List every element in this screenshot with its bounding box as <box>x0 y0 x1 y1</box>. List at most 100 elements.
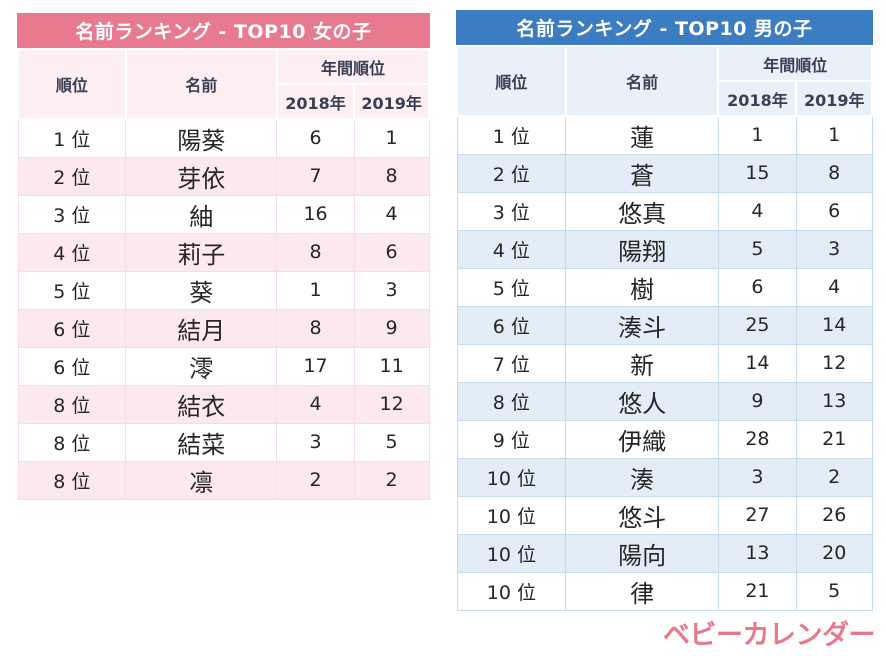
boys-ranking-card: 名前ランキング - TOP10 男の子 順位 名前 年間順位 2018年 201… <box>456 10 873 611</box>
year-2018-cell: 3 <box>276 422 355 462</box>
table-row: 8 位悠人 9 13 <box>456 381 873 421</box>
table-row: 3 位悠真 4 6 <box>456 191 873 231</box>
column-header-annual-rank: 年間順位 <box>717 45 873 82</box>
table-row: 6 位結月 8 9 <box>17 308 430 348</box>
column-header-annual-rank: 年間順位 <box>275 48 431 85</box>
name-cell: 悠人 <box>565 381 719 421</box>
table-row: 2 位蒼 15 8 <box>456 153 873 193</box>
rank-cell: 8 位 <box>17 384 127 424</box>
year-2019-cell: 6 <box>795 191 873 231</box>
rank-cell: 2 位 <box>17 156 127 196</box>
name-cell: 蓮 <box>565 115 719 155</box>
name-cell: 樹 <box>565 267 719 307</box>
year-2019-cell: 12 <box>795 343 873 383</box>
year-2018-cell: 2 <box>276 460 355 500</box>
name-cell: 陽翔 <box>565 229 719 269</box>
year-2019-cell: 6 <box>353 232 430 272</box>
table-row: 10 位悠斗 27 26 <box>456 495 873 535</box>
name-cell: 紬 <box>125 194 278 234</box>
rank-cell: 2 位 <box>456 153 567 193</box>
year-2019-cell: 4 <box>353 194 430 234</box>
year-2018-cell: 6 <box>276 118 355 158</box>
year-2019-cell: 21 <box>795 419 873 459</box>
table-row: 3 位紬 16 4 <box>17 194 430 234</box>
year-2019-cell: 5 <box>795 571 873 611</box>
year-2019-cell: 1 <box>353 118 430 158</box>
year-2018-cell: 25 <box>717 305 797 345</box>
name-cell: 湊 <box>565 457 719 497</box>
year-2018-cell: 8 <box>276 232 355 272</box>
name-cell: 陽向 <box>565 533 719 573</box>
year-2018-cell: 13 <box>717 533 797 573</box>
name-cell: 芽依 <box>125 156 278 196</box>
girls-ranking-card: 名前ランキング - TOP10 女の子 順位 名前 年間順位 2018年 201… <box>17 13 431 500</box>
table-row: 4 位陽翔 5 3 <box>456 229 873 269</box>
rank-cell: 1 位 <box>17 118 127 158</box>
column-header-2019: 2019年 <box>795 80 873 117</box>
year-2019-cell: 11 <box>353 346 430 386</box>
table-row: 8 位結菜 3 5 <box>17 422 430 462</box>
table-row: 10 位律 21 5 <box>456 571 873 611</box>
name-cell: 莉子 <box>125 232 278 272</box>
table-row: 4 位莉子 8 6 <box>17 232 430 272</box>
name-cell: 陽葵 <box>125 118 278 158</box>
rank-cell: 8 位 <box>456 381 567 421</box>
column-header-name: 名前 <box>124 48 278 120</box>
girls-table: 順位 名前 年間順位 2018年 2019年 1 位陽葵 6 1 2 位芽依 7 8 3 位… <box>17 48 431 500</box>
year-2018-cell: 21 <box>717 571 797 611</box>
year-2018-cell: 1 <box>717 115 797 155</box>
rank-cell: 3 位 <box>456 191 567 231</box>
year-2019-cell: 14 <box>795 305 873 345</box>
rank-cell: 10 位 <box>456 571 567 611</box>
name-cell: 結菜 <box>125 422 278 462</box>
column-header-2019: 2019年 <box>353 83 430 120</box>
name-cell: 凛 <box>125 460 278 500</box>
column-header-2018: 2018年 <box>275 83 356 120</box>
rank-cell: 6 位 <box>456 305 567 345</box>
name-cell: 律 <box>565 571 719 611</box>
year-2018-cell: 27 <box>717 495 797 535</box>
name-cell: 結衣 <box>125 384 278 424</box>
rank-cell: 4 位 <box>17 232 127 272</box>
girls-table-title: 名前ランキング - TOP10 女の子 <box>17 13 430 48</box>
rank-cell: 8 位 <box>17 460 127 500</box>
rank-cell: 10 位 <box>456 495 567 535</box>
table-row: 2 位芽依 7 8 <box>17 156 430 196</box>
boys-table-title: 名前ランキング - TOP10 男の子 <box>456 10 873 45</box>
year-2018-cell: 4 <box>276 384 355 424</box>
year-2019-cell: 4 <box>795 267 873 307</box>
year-2019-cell: 8 <box>795 153 873 193</box>
table-row: 6 位澪 17 11 <box>17 346 430 386</box>
year-2018-cell: 4 <box>717 191 797 231</box>
year-2018-cell: 15 <box>717 153 797 193</box>
year-2018-cell: 28 <box>717 419 797 459</box>
rank-cell: 5 位 <box>456 267 567 307</box>
year-2019-cell: 3 <box>353 270 430 310</box>
column-header-name: 名前 <box>564 45 720 117</box>
column-header-2018: 2018年 <box>717 80 798 117</box>
year-2018-cell: 7 <box>276 156 355 196</box>
year-2019-cell: 20 <box>795 533 873 573</box>
year-2019-cell: 13 <box>795 381 873 421</box>
year-2019-cell: 2 <box>795 457 873 497</box>
year-2018-cell: 8 <box>276 308 355 348</box>
column-header-rank: 順位 <box>17 48 127 120</box>
year-2019-cell: 9 <box>353 308 430 348</box>
year-2018-cell: 3 <box>717 457 797 497</box>
table-row: 1 位陽葵 6 1 <box>17 118 430 158</box>
year-2018-cell: 1 <box>276 270 355 310</box>
year-2019-cell: 12 <box>353 384 430 424</box>
rank-cell: 5 位 <box>17 270 127 310</box>
rank-cell: 9 位 <box>456 419 567 459</box>
name-cell: 蒼 <box>565 153 719 193</box>
year-2018-cell: 17 <box>276 346 355 386</box>
table-row: 6 位湊斗 25 14 <box>456 305 873 345</box>
year-2019-cell: 8 <box>353 156 430 196</box>
